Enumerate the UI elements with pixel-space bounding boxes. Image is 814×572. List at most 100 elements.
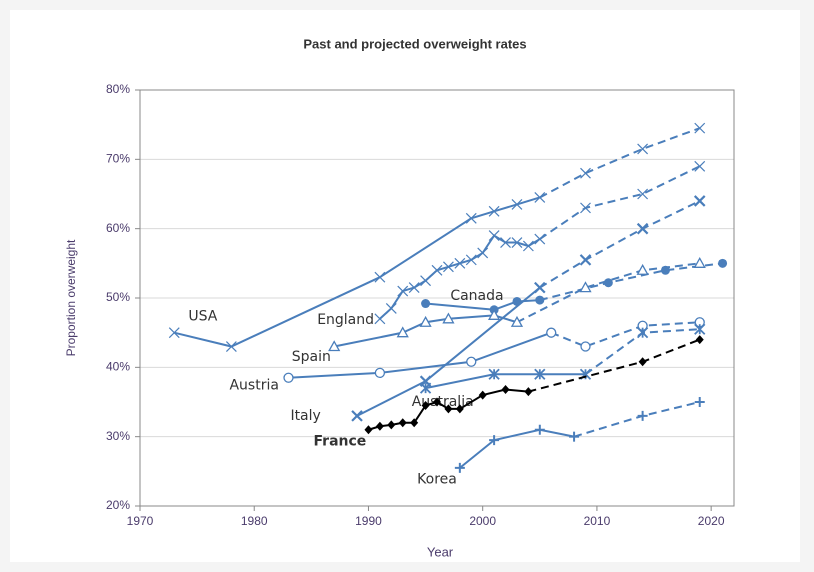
y-tick-label: 50% <box>106 290 130 304</box>
marker <box>535 295 545 305</box>
marker <box>374 271 386 283</box>
marker <box>442 312 455 324</box>
marker <box>693 256 706 268</box>
marker-shape <box>364 425 373 435</box>
marker <box>455 404 464 414</box>
marker <box>466 356 477 367</box>
marker-shape <box>579 281 592 293</box>
marker <box>694 397 705 407</box>
marker-shape <box>535 295 545 305</box>
marker <box>636 327 649 339</box>
y-axis-label: Proportion overweight <box>64 239 78 356</box>
marker <box>694 323 706 335</box>
y-tick-label: 70% <box>106 152 130 166</box>
marker-stroke <box>511 237 523 248</box>
marker-shape <box>718 258 728 268</box>
y-tick-label: 20% <box>106 498 130 512</box>
marker-shape <box>410 418 419 428</box>
marker <box>225 341 237 352</box>
marker <box>522 240 534 252</box>
x-tick-label: 1980 <box>241 514 268 528</box>
marker-stroke <box>637 188 649 200</box>
marker-shape <box>488 308 501 320</box>
marker <box>511 198 523 210</box>
marker <box>488 205 500 217</box>
marker-stroke <box>488 230 500 242</box>
marker-stroke <box>522 240 534 252</box>
marker-stroke <box>465 254 477 266</box>
series-label: USA <box>188 309 217 325</box>
projection-line <box>539 200 701 289</box>
marker <box>693 195 706 207</box>
marker <box>489 435 500 446</box>
marker <box>534 192 546 203</box>
marker-stroke <box>408 282 420 294</box>
marker <box>397 285 409 297</box>
marker <box>546 327 557 338</box>
marker <box>580 202 591 214</box>
marker <box>524 387 533 397</box>
marker <box>637 188 649 200</box>
marker-stroke <box>511 198 523 210</box>
marker-stroke <box>488 205 500 217</box>
x-tick-label: 1970 <box>127 514 154 528</box>
chart-background <box>10 10 800 562</box>
marker-stroke <box>168 327 180 339</box>
marker-stroke <box>374 313 386 325</box>
marker <box>419 382 432 394</box>
marker <box>410 418 419 428</box>
marker-stroke <box>374 271 386 283</box>
marker-shape <box>421 299 431 309</box>
marker-shape <box>524 387 533 397</box>
marker <box>283 372 294 383</box>
series-line <box>425 373 586 390</box>
marker <box>431 264 443 276</box>
marker-shape <box>396 326 409 338</box>
y-tick-label: 30% <box>106 429 130 443</box>
marker <box>374 367 386 379</box>
chart-title: Past and projected overweight rates <box>303 36 526 51</box>
marker-shape <box>444 404 453 414</box>
marker <box>488 230 500 242</box>
marker-shape <box>433 397 441 407</box>
marker-shape <box>387 420 396 430</box>
series-label: England <box>317 312 374 328</box>
marker-shape <box>695 335 704 345</box>
marker-shape <box>375 421 384 431</box>
marker <box>534 233 546 245</box>
marker-stroke <box>351 410 363 422</box>
marker <box>488 368 500 380</box>
marker-stroke <box>477 247 489 259</box>
marker-shape <box>466 356 477 367</box>
marker <box>454 257 466 269</box>
projection-line <box>539 165 701 240</box>
marker <box>580 341 591 352</box>
marker <box>421 299 431 309</box>
marker-stroke <box>454 257 466 269</box>
marker <box>387 420 396 430</box>
marker <box>501 385 510 395</box>
marker <box>328 340 341 352</box>
marker <box>375 421 384 431</box>
marker-shape <box>636 263 649 275</box>
series-line <box>459 428 575 469</box>
marker <box>465 254 477 266</box>
marker-stroke <box>442 261 454 273</box>
marker <box>396 326 409 338</box>
series-line <box>288 331 552 379</box>
marker <box>510 315 524 327</box>
marker <box>421 400 430 410</box>
marker-shape <box>510 315 524 327</box>
marker-stroke <box>693 195 706 207</box>
marker-shape <box>478 390 487 400</box>
marker <box>351 410 363 422</box>
marker-shape <box>374 367 386 379</box>
projection-line <box>539 262 723 302</box>
marker-shape <box>546 327 557 338</box>
marker-shape <box>283 372 294 383</box>
marker <box>488 308 501 320</box>
marker <box>695 335 704 345</box>
marker-stroke <box>636 222 649 235</box>
x-axis-label: Year <box>427 544 454 559</box>
marker <box>580 167 591 179</box>
